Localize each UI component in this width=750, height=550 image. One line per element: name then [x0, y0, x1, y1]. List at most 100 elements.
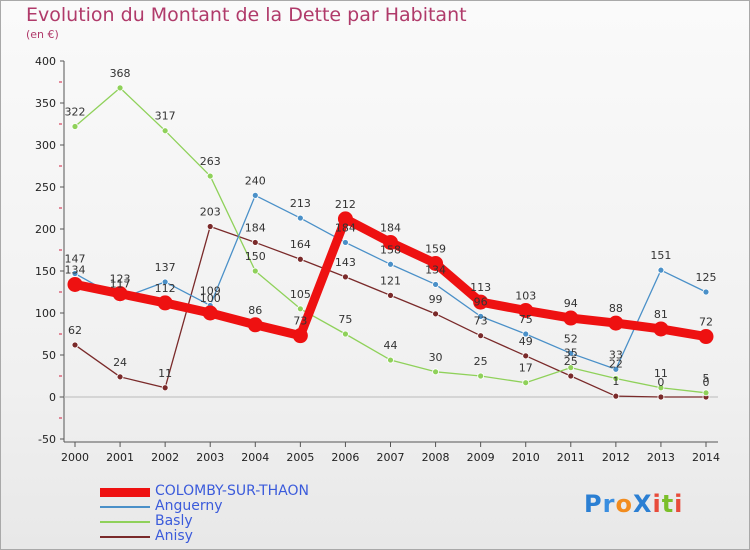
data-point	[206, 172, 214, 180]
data-point	[702, 288, 710, 296]
data-label: 35	[564, 347, 578, 360]
data-label: 134	[65, 263, 86, 276]
data-point	[296, 255, 304, 263]
y-tick-label: -50	[38, 433, 56, 446]
data-point	[67, 276, 83, 292]
data-label: 25	[474, 355, 488, 368]
data-label: 0	[657, 376, 664, 389]
data-label: 49	[519, 335, 533, 348]
data-point	[342, 330, 349, 338]
data-label: 94	[564, 297, 578, 310]
data-label: 159	[425, 242, 446, 255]
data-label: 72	[699, 316, 713, 329]
data-label: 33	[609, 348, 623, 361]
data-point	[657, 384, 665, 392]
data-point	[116, 373, 124, 381]
y-tick-label: 200	[35, 223, 56, 236]
data-point	[206, 223, 214, 230]
legend-swatch	[100, 536, 150, 538]
data-label: 5	[703, 372, 710, 385]
data-label: 11	[158, 367, 172, 380]
data-label: 151	[650, 249, 671, 262]
data-point	[202, 305, 218, 321]
data-label: 88	[609, 302, 623, 315]
x-tick-label: 2001	[106, 451, 134, 464]
data-point	[477, 372, 485, 380]
data-point	[251, 239, 259, 246]
data-point	[296, 214, 304, 222]
data-label: 75	[519, 313, 533, 326]
x-tick-label: 2012	[602, 451, 630, 464]
data-point	[612, 392, 620, 400]
data-point	[567, 372, 575, 380]
data-label: 125	[696, 271, 717, 284]
legend-swatch	[100, 487, 150, 497]
data-label: 150	[245, 250, 266, 263]
data-label: 109	[200, 284, 221, 297]
data-point	[251, 267, 259, 275]
x-tick-label: 2002	[151, 451, 179, 464]
y-tick-label: 350	[35, 97, 56, 110]
data-point	[567, 349, 575, 357]
data-point	[342, 273, 349, 281]
data-point	[161, 278, 169, 286]
data-point	[567, 364, 575, 372]
data-label: 147	[65, 253, 86, 266]
data-point	[71, 341, 79, 349]
x-tick-label: 2007	[377, 451, 405, 464]
data-label: 86	[248, 304, 262, 317]
x-tick-label: 2013	[647, 451, 675, 464]
y-tick-label: 50	[42, 349, 56, 362]
data-point	[702, 389, 710, 397]
data-label: 123	[110, 273, 131, 286]
logo-letter: P	[584, 490, 603, 518]
data-point	[608, 315, 624, 331]
data-label: 52	[564, 332, 578, 345]
legend-swatch	[100, 521, 150, 523]
legend-label: Anisy	[155, 528, 193, 544]
chart-title: Evolution du Montant de la Dette par Hab…	[26, 4, 467, 26]
data-label: 134	[425, 263, 446, 276]
data-label: 0	[703, 376, 710, 389]
data-label: 75	[338, 313, 352, 326]
data-label: 22	[609, 358, 623, 371]
x-tick-label: 2004	[241, 451, 269, 464]
y-tick-label: 300	[35, 139, 56, 152]
data-label: 73	[474, 315, 488, 328]
data-label: 184	[335, 221, 356, 234]
series-layer	[67, 84, 714, 401]
data-point	[337, 211, 353, 227]
data-point	[387, 356, 394, 364]
data-label: 184	[380, 221, 401, 234]
data-label: 17	[519, 362, 533, 375]
data-point	[116, 84, 124, 92]
y-tick-label: 100	[35, 307, 56, 320]
data-label: 121	[380, 274, 401, 287]
data-label: 203	[200, 205, 221, 218]
data-label: 184	[245, 221, 266, 234]
data-label: 1	[612, 375, 619, 388]
x-tick-label: 2014	[692, 451, 720, 464]
data-label: 117	[110, 278, 131, 291]
data-point	[522, 330, 530, 338]
data-label: 240	[245, 174, 266, 187]
data-point	[292, 328, 308, 344]
y-tick-label: 250	[35, 181, 56, 194]
data-label: 158	[380, 243, 401, 256]
data-label: 112	[155, 282, 176, 295]
data-point	[71, 270, 79, 277]
x-tick-label: 2010	[512, 451, 540, 464]
data-point	[612, 375, 620, 382]
data-point	[432, 368, 439, 376]
data-label: 103	[515, 289, 536, 302]
data-point	[563, 310, 579, 326]
data-label: 143	[335, 256, 356, 269]
data-label: 81	[654, 308, 668, 321]
data-point	[157, 295, 173, 311]
data-label: 30	[429, 351, 443, 364]
data-label: 317	[155, 110, 176, 123]
